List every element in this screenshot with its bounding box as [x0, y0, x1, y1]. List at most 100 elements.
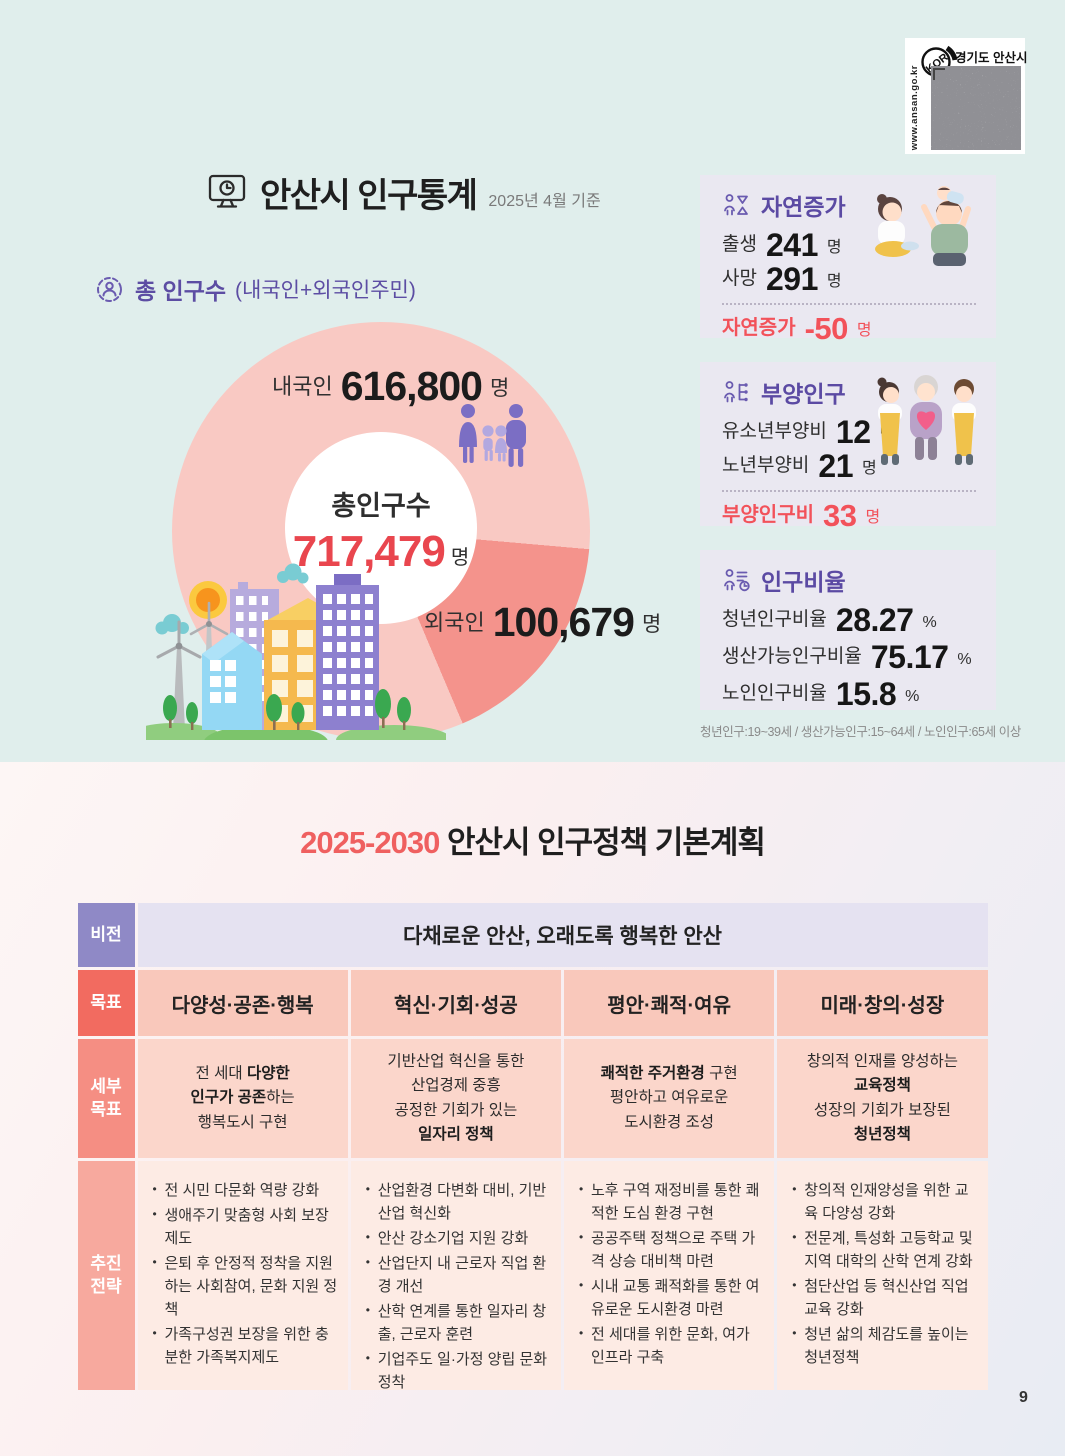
strategies-row-label: 추진 전략 — [77, 1161, 135, 1390]
detail-goal-line: 기반산업 혁신을 통한 — [387, 1053, 525, 1071]
strategy-bullet: 시내 교통 쾌적화를 통한 여유로운 도시환경 마련 — [579, 1276, 764, 1322]
elderly-care-illustration — [877, 375, 976, 465]
detail-goal-cell: 창의적 인재를 양성하는 교육정책 성장의 기회가 보장된 청년정책 — [777, 1039, 988, 1158]
goal-cell: 혁신·기회·성공 — [350, 970, 561, 1036]
korean-value: 616,800 — [340, 363, 483, 409]
stat-unit: 명 — [826, 273, 842, 290]
person-hourglass-icon — [724, 194, 748, 216]
monitor-chart-icon — [208, 174, 246, 208]
strategy-bullet: 가족구성권 보장을 위한 충분한 가족복지제도 — [153, 1324, 338, 1370]
detail-goal-line: 행복도시 구현 — [197, 1113, 288, 1131]
city-stamp: KOR 경기도 안산시 www.ansan.go.kr — [905, 38, 1028, 154]
dotted-divider — [722, 303, 976, 305]
stat-value: 15.8 — [835, 675, 897, 712]
stat-row: 청년인구비율 28.27% — [722, 601, 976, 638]
stat-row: 유소년부양비12명 — [722, 415, 976, 447]
reference-date: 2025년 4월 기준 — [488, 192, 601, 210]
stat-rows: 유소년부양비 12 명노년부양비 21 명 — [722, 415, 976, 484]
strategy-cell: 전 시민 다문화 역량 강화생애주기 맞춤형 사회 보장제도은퇴 후 안정적 정… — [137, 1161, 348, 1390]
foreign-label: 외국인 — [424, 609, 485, 635]
detail-goal-line: 인구가 공존하는 — [190, 1089, 295, 1107]
detail-goals-row: 세부 목표 전 세대 다양한 인구가 공존하는 행복도시 구현 기반산업 혁신을 통한… — [77, 1039, 988, 1158]
plan-title: 2025-2030 안산시 인구정책 기본계획 — [0, 762, 1065, 862]
population-ratio-box: 인구비율 청년인구비율 28.27% 생산가능인구비율 75.17% 노인인구비율 15.… — [700, 550, 996, 710]
strategy-bullet: 전 시민 다문화 역량 강화 — [153, 1180, 320, 1203]
stamp-url-text: www.ansan.go.kr — [909, 64, 920, 150]
plan-table: 비전 다채로운 안산, 오래도록 행복한 안산 목표 다양성·공존·행복 혁신·기… — [77, 903, 988, 1391]
stat-value: 21 — [818, 447, 853, 484]
strategy-cell: 노후 구역 재정비를 통한 쾌적한 도심 환경 구현공공주택 정책으로 주택 가… — [564, 1161, 775, 1390]
donut-center-label: 총인구수 — [331, 490, 431, 521]
detail-goal-line: 산업경제 중흥 — [410, 1077, 501, 1095]
building-blue — [202, 632, 262, 730]
stat-label: 생산가능인구비율 — [722, 646, 862, 667]
stat-label: 자연증가 — [722, 317, 796, 339]
population-donut-chart: 총인구수 717,479 명 — [172, 322, 590, 740]
cloud-icon — [155, 563, 309, 635]
plan-title-text: 안산시 인구정책 기본계획 — [439, 825, 766, 860]
total-population-heading: 총 인구수 (내국인+외국인주민) — [93, 272, 416, 306]
stat-row: 출생 241 명 — [722, 228, 976, 260]
stamp-region-text: 경기도 안산시 — [955, 51, 1028, 65]
detail-goal-line: 공정한 기회가 있는 — [394, 1101, 518, 1119]
stat-unit: % — [905, 688, 920, 705]
stat-highlight-row: 부양인구비 33 명 — [722, 498, 976, 530]
page-number: 9 — [1019, 1389, 1028, 1406]
stat-unit: 명 — [856, 322, 872, 339]
parents-baby-illustration — [875, 186, 971, 266]
strategy-bullet: 공공주택 정책으로 주택 가격 상승 대비책 마련 — [579, 1228, 764, 1274]
policy-plan-section: 2025-2030 안산시 인구정책 기본계획 비전 다채로운 안산, 오래도록… — [0, 762, 1065, 1456]
stat-value: 28.27 — [835, 601, 914, 638]
person-clock-icon — [724, 569, 750, 592]
goal-cell: 다양성·공존·행복 — [137, 970, 348, 1036]
strategy-bullet: 기업주도 일·가정 양립 문화 정착 — [366, 1349, 551, 1395]
total-population-unit: 명 — [450, 547, 470, 570]
gear-person-icon — [97, 276, 122, 302]
stat-label: 사망 — [722, 268, 757, 289]
vision-row: 비전 다채로운 안산, 오래도록 행복한 안산 — [77, 903, 988, 967]
strategy-bullet: 안산 강소기업 지원 강화 — [366, 1228, 529, 1251]
detail-goal-line: 전 세대 다양한 — [195, 1065, 290, 1083]
korean-population-label: 내국인 616,800 명 — [272, 363, 510, 409]
strategy-bullet: 산업환경 다변화 대비, 기반 산업 혁신화 — [366, 1180, 551, 1226]
sun-icon — [189, 581, 227, 619]
goals-row: 목표 다양성·공존·행복 혁신·기회·성공 평안·쾌적·여유 미래·창의·성장 — [77, 970, 988, 1036]
stat-label: 청년인구비율 — [722, 609, 827, 630]
stat-highlight-wrap: 자연증가 -50 명 — [722, 303, 976, 344]
detail-goal-line: 일자리 정책 — [418, 1125, 494, 1143]
stat-unit: % — [957, 651, 972, 668]
korean-unit: 명 — [489, 376, 510, 400]
qr-code — [931, 66, 1021, 150]
strategy-bullet: 전 세대를 위한 문화, 여가 인프라 구축 — [579, 1324, 764, 1370]
stat-unit: 명 — [865, 509, 881, 526]
detail-goal-cell: 쾌적한 주거환경 구현 평안하고 여유로운 도시환경 조성 — [564, 1039, 775, 1158]
page-header: 안산시 인구통계 2025년 4월 기준 — [206, 168, 601, 217]
stat-label: 노인인구비율 — [722, 683, 827, 704]
total-population-value: 717,479 — [292, 526, 446, 576]
stat-value: 33 — [823, 497, 857, 533]
stat-value: 291 — [765, 260, 818, 297]
vision-row-label: 비전 — [77, 903, 135, 967]
strategy-bullet: 산학 연계를 통한 일자리 창출, 근로자 훈련 — [366, 1301, 551, 1347]
strategy-cell: 산업환경 다변화 대비, 기반 산업 혁신화안산 강소기업 지원 강화산업단지 … — [350, 1161, 561, 1391]
strategy-bullet: 노후 구역 재정비를 통한 쾌적한 도심 환경 구현 — [579, 1180, 764, 1226]
stat-row: 사망 291 명 — [722, 260, 976, 297]
korean-label: 내국인 — [272, 373, 333, 399]
stat-box-title: 부양인구 — [761, 381, 846, 407]
detail-goal-line: 쾌적한 주거환경 구현 — [600, 1065, 738, 1083]
stat-label: 유소년부양비 — [722, 421, 827, 442]
detail-goal-line: 성장의 기회가 보장된 — [813, 1101, 951, 1119]
stat-box-title: 자연증가 — [761, 194, 846, 220]
stat-unit: 명 — [862, 460, 877, 477]
total-heading-note: (내국인+외국인주민) — [235, 279, 416, 302]
stats-section: KOR 경기도 안산시 www.ansan.go.kr — [0, 0, 1065, 762]
detail-goal-line: 교육정책 — [853, 1077, 911, 1095]
strategy-bullet: 전문계, 특성화 고등학교 및 지역 대학의 산학 연계 강화 — [792, 1228, 977, 1274]
stat-label: 출생 — [722, 234, 757, 255]
building-purple — [316, 574, 379, 730]
page-title: 안산시 인구통계 — [260, 177, 478, 215]
